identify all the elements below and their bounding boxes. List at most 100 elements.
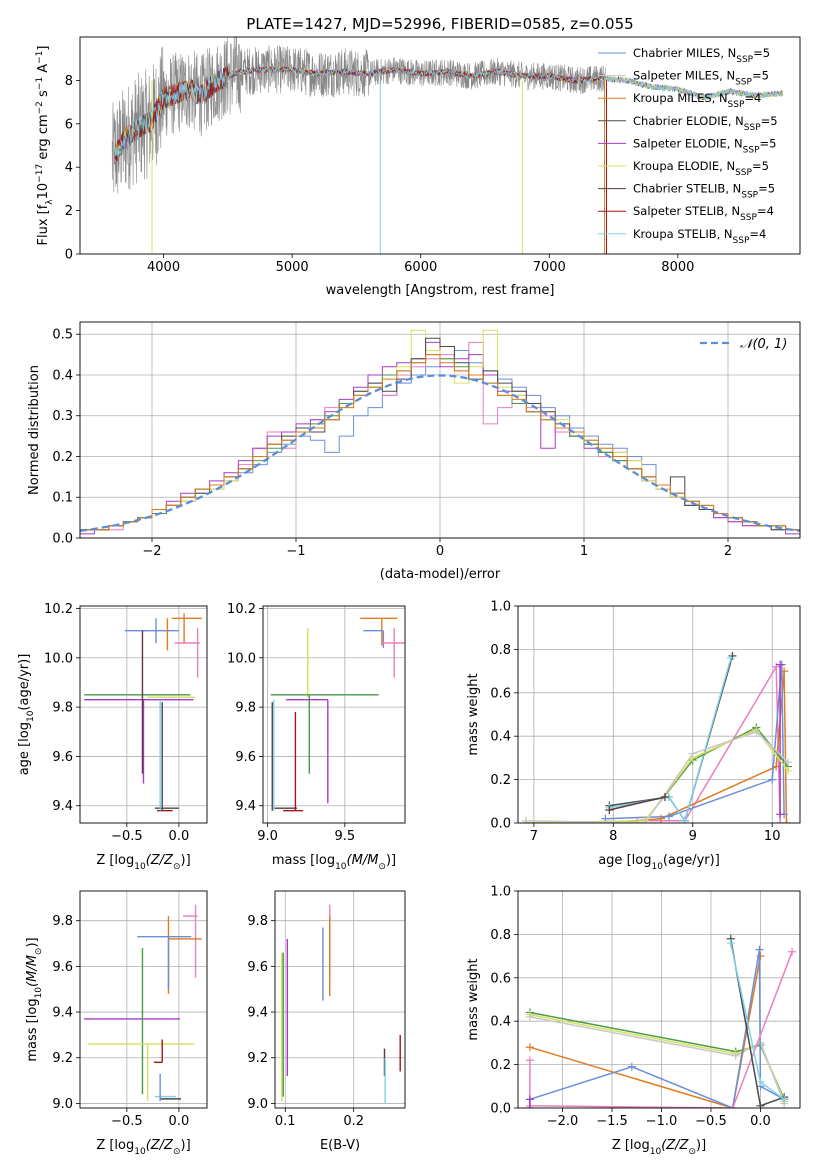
label-part: =5 [761,114,778,128]
weight-marker [756,1101,765,1108]
label-part: 10 [650,1147,662,1157]
y-tick-label: 0.2 [490,1058,511,1073]
error-bar [124,618,179,643]
label-part: −1 [35,51,45,64]
weight-marker [784,758,793,767]
label-part: =5 [753,46,770,60]
x-axis-label: E(B-V) [320,1138,360,1153]
weight-marker [731,1051,740,1060]
label-part: 10 [651,862,663,872]
y-tick-label: 9.0 [52,1097,73,1112]
weight-series [529,1016,785,1104]
x-tick-label: 5000 [276,260,309,275]
y-tick-label: 0.0 [490,817,511,832]
y-tick-label: 8 [65,74,73,89]
error-bar [84,699,194,784]
label-part: =4 [749,227,766,241]
weight-marker [680,816,689,823]
y-tick-label: 2 [65,204,73,219]
label-part: Chabrier ELODIE, N [633,114,744,128]
plot-area [518,606,800,823]
weight-marker [726,939,735,948]
label-part: 10 [335,862,347,872]
weight-marker [782,819,791,823]
x-tick-label: 7 [530,829,538,844]
y-tick-label: 0.4 [490,1015,511,1030]
y-tick-label: 0.6 [490,686,511,701]
x-tick-label: −0.5 [111,1114,143,1129]
weight-marker [776,660,785,669]
plot-area [263,606,405,823]
weight-marker [728,651,737,660]
weight-series [525,726,789,823]
label-part: Z [log [612,1138,650,1153]
weight-marker [728,1104,737,1108]
x-axis-label: wavelength [Angstrom, rest frame] [326,283,555,298]
label-part: −17 [35,164,45,183]
x-tick-label: 0.0 [750,1114,771,1129]
label-part: 10 [134,1147,146,1157]
x-tick-label: 8000 [661,260,694,275]
label-part: (Z/Z [146,1138,174,1153]
label-part: 10 [134,862,146,872]
plot-spectrum: 4000 5000 6000 7000 8000 0 2 4 6 8 PLATE=1427, MJD… [35,15,801,298]
y-tick-label: 9.8 [52,914,73,929]
label-part: Z [log [96,1138,134,1153]
plot-area [275,891,405,1108]
label-part: Kroupa ELODIE, N [633,159,735,173]
axes-frame [274,890,406,1109]
y-tick-label: 9.6 [52,750,73,765]
y-tick-label: 9.8 [247,914,268,929]
y-tick-label: 9.4 [235,799,256,814]
x-tick-label: 0 [436,544,444,559]
y-tick-label: 10.0 [44,651,73,666]
error-bar [183,904,198,978]
weight-marker [788,947,797,956]
label-part: ⊙ [378,862,386,872]
x-tick-label: 9 [689,829,697,844]
label-part: A [36,64,51,77]
axes-frame [79,36,801,255]
label-part: erg cm [36,114,51,163]
label-part: −2 [35,101,45,114]
plot-residuals: −2 −1 0 1 2 0.0 0.1 0.2 0.3 0.4 0.5 (data-model)/er… [27,321,801,582]
label-part: =4 [757,204,774,218]
label-part: SSP [740,213,757,223]
x-tick-label: −0.5 [111,829,143,844]
x-tick-label: −1.0 [646,1114,678,1129]
weight-marker [660,792,669,801]
weight-marker [726,654,735,663]
weight-marker [525,1012,534,1021]
y-tick-label: 9.2 [247,1051,268,1066]
error-bar [283,712,304,812]
label-part: SSP [728,100,745,110]
observed-spectrum [111,37,606,194]
label-part: ] [36,46,51,51]
weight-marker [525,1095,534,1104]
ticks: −0.5 0.0 9.4 9.6 9.8 10.0 10.2 [44,602,189,844]
label-part: ⊙ [688,1147,696,1157]
label-part: Z [log [96,853,134,868]
y-tick-label: 9.4 [52,1006,73,1021]
label-part: SSP [735,168,752,178]
plot-mass-weight-vs-Z: −2.0 −1.5 −1.0 −0.5 0.0 0.0 0.2 0.4 0.6 0.8 1.0 Z [… [466,885,801,1157]
weight-series [609,796,666,811]
weight-marker [772,662,781,671]
label-part: (Z/Z [661,1138,689,1153]
weight-marker [525,1056,534,1065]
axes-frame [79,890,208,1109]
weight-marker [756,1077,765,1086]
label-part: Kroupa MILES, N [633,91,728,105]
x-tick-label: 10 [764,829,781,844]
label-part: Chabrier STELIB, N [633,182,741,196]
y-tick-label: 0.2 [490,773,511,788]
y-axis-label: age [log10(age/yr)] [17,654,36,776]
y-tick-label: 9.2 [52,1051,73,1066]
ticks: 7 8 9 10 0.0 0.2 0.4 0.6 0.8 1.0 [490,600,780,845]
x-axis-label: age [log10(age/yr)] [598,853,720,872]
axes-frame [517,605,801,824]
x-tick-label: 0.0 [169,1114,190,1129]
label-part: mass [log [272,853,335,868]
x-axis-label: (data-model)/error [380,567,501,582]
